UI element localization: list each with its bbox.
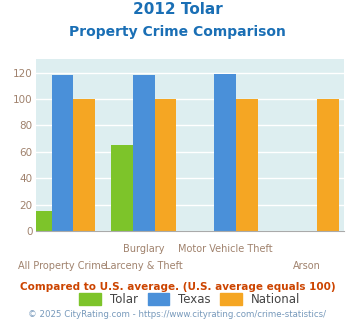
Text: Motor Vehicle Theft: Motor Vehicle Theft bbox=[178, 244, 272, 254]
Text: © 2025 CityRating.com - https://www.cityrating.com/crime-statistics/: © 2025 CityRating.com - https://www.city… bbox=[28, 310, 327, 319]
Bar bbox=[236, 99, 258, 231]
Bar bbox=[73, 99, 95, 231]
Bar bbox=[214, 74, 236, 231]
Bar bbox=[133, 75, 155, 231]
Text: Larceny & Theft: Larceny & Theft bbox=[105, 261, 183, 271]
Bar bbox=[52, 75, 73, 231]
Text: Burglary: Burglary bbox=[123, 244, 165, 254]
Bar bbox=[317, 99, 339, 231]
Bar bbox=[30, 211, 52, 231]
Bar bbox=[155, 99, 176, 231]
Text: Property Crime Comparison: Property Crime Comparison bbox=[69, 25, 286, 39]
Text: All Property Crime: All Property Crime bbox=[18, 261, 107, 271]
Legend: Tolar, Texas, National: Tolar, Texas, National bbox=[75, 288, 305, 311]
Text: 2012 Tolar: 2012 Tolar bbox=[133, 2, 222, 16]
Text: Arson: Arson bbox=[293, 261, 320, 271]
Bar bbox=[111, 145, 133, 231]
Text: Compared to U.S. average. (U.S. average equals 100): Compared to U.S. average. (U.S. average … bbox=[20, 282, 335, 292]
